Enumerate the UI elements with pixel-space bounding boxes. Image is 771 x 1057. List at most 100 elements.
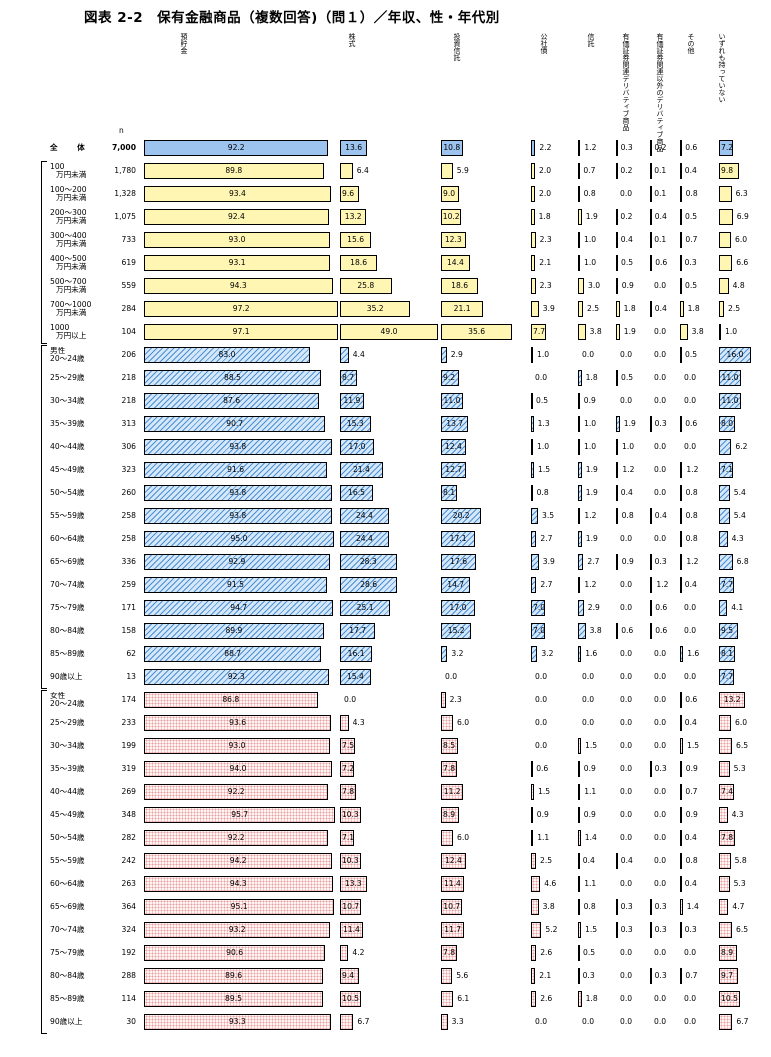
data-label: 1.0 <box>584 235 597 244</box>
data-label: 0.0 <box>620 649 633 658</box>
bar <box>578 508 581 524</box>
row-label: 35～39歳 <box>50 761 120 777</box>
bar <box>719 347 751 363</box>
row-n: 258 <box>121 511 137 520</box>
data-label: 10.3 <box>341 856 359 865</box>
data-label: 0.9 <box>583 810 596 819</box>
row-label-line: 女性 <box>50 692 66 700</box>
data-label: 10.2 <box>442 212 460 221</box>
bar <box>616 255 619 271</box>
bar <box>680 715 683 731</box>
data-label: 0.0 <box>684 1017 697 1026</box>
data-label: 13.6 <box>345 143 363 152</box>
bar <box>680 462 683 478</box>
data-label: 97.2 <box>232 304 250 313</box>
bar <box>650 209 653 225</box>
data-label: 0.0 <box>620 741 633 750</box>
data-label: 4.4 <box>352 350 365 359</box>
bar <box>441 278 479 294</box>
data-label: 20.2 <box>452 511 470 520</box>
data-label: 25.1 <box>356 603 374 612</box>
bar <box>531 301 539 317</box>
data-label: 0.3 <box>620 143 633 152</box>
bar <box>531 991 537 1007</box>
data-label: 49.0 <box>380 327 398 336</box>
row-n: 158 <box>121 626 137 635</box>
data-label: 1.0 <box>584 442 597 451</box>
row-label: 55～59歳 <box>50 853 120 869</box>
bar <box>340 623 376 639</box>
data-label: 1.9 <box>623 327 636 336</box>
data-label: 0.9 <box>583 396 596 405</box>
data-label: 94.0 <box>229 764 247 773</box>
data-label: 0.4 <box>684 580 697 589</box>
row-label: 400～500 万円未満 <box>50 255 120 271</box>
data-label: 2.2 <box>539 143 552 152</box>
data-label: 1.8 <box>585 994 598 1003</box>
bar <box>650 968 653 984</box>
row-label-line: 700～1000 <box>50 301 92 309</box>
data-label: 3.9 <box>542 557 555 566</box>
data-label: 0.1 <box>654 235 667 244</box>
data-label: 0.8 <box>536 488 549 497</box>
bar <box>680 899 683 915</box>
data-label: 17.0 <box>348 442 366 451</box>
data-label: 9.5 <box>721 626 734 635</box>
bar <box>441 853 466 869</box>
bar <box>340 830 355 846</box>
data-label: 0.2 <box>620 212 633 221</box>
data-label: 92.2 <box>227 833 245 842</box>
data-label: 0.0 <box>654 442 667 451</box>
data-label: 13.7 <box>446 419 464 428</box>
row-label: 80～84歳 <box>50 623 120 639</box>
data-label: 0.3 <box>654 902 667 911</box>
bar <box>578 968 581 984</box>
bar <box>531 899 539 915</box>
chart-title: 図表 2-2 保有金融商品（複数回答)（問１）／年収、性・年代別 <box>84 10 500 26</box>
data-label: 18.6 <box>350 258 368 267</box>
bar <box>680 784 683 800</box>
bar <box>616 301 620 317</box>
data-label: 11.0 <box>721 373 739 382</box>
data-label: 0.7 <box>685 235 698 244</box>
bar <box>578 761 581 777</box>
bar <box>531 830 534 846</box>
bar <box>531 347 534 363</box>
data-label: 10.5 <box>721 994 738 1003</box>
data-label: 0.0 <box>620 787 633 796</box>
data-label: 0.6 <box>655 603 668 612</box>
bar <box>340 807 361 823</box>
data-label: 8.1 <box>721 649 734 658</box>
data-label: 3.8 <box>589 327 602 336</box>
data-label: 0.8 <box>685 189 698 198</box>
row-label: 60～64歳 <box>50 876 120 892</box>
bar <box>719 140 734 156</box>
data-label: 0.0 <box>684 994 697 1003</box>
data-label: 4.1 <box>731 603 744 612</box>
data-label: 1.0 <box>537 350 550 359</box>
bar <box>578 646 582 662</box>
data-label: 2.6 <box>540 994 553 1003</box>
data-label: 0.0 <box>620 350 633 359</box>
bar <box>340 347 349 363</box>
bar <box>144 278 333 294</box>
data-label: 0.0 <box>654 396 667 405</box>
data-label: 88.5 <box>224 373 241 382</box>
column-header: その他 <box>687 33 695 54</box>
bar <box>340 416 371 432</box>
bar <box>650 140 653 156</box>
row-label-line: 男性 <box>50 347 66 355</box>
bar <box>144 324 339 340</box>
bar <box>441 922 465 938</box>
bar <box>650 186 653 202</box>
data-label: 0.0 <box>654 465 667 474</box>
row-label-line: 万円以上 <box>56 331 87 340</box>
bar <box>616 485 619 501</box>
row-label: 70～74歳 <box>50 922 120 938</box>
row-label-line: 1000 <box>50 324 70 332</box>
bar <box>340 554 397 570</box>
data-label: 28.6 <box>360 580 378 589</box>
bar <box>144 554 330 570</box>
bar <box>578 370 582 386</box>
row-n: 260 <box>121 488 137 497</box>
